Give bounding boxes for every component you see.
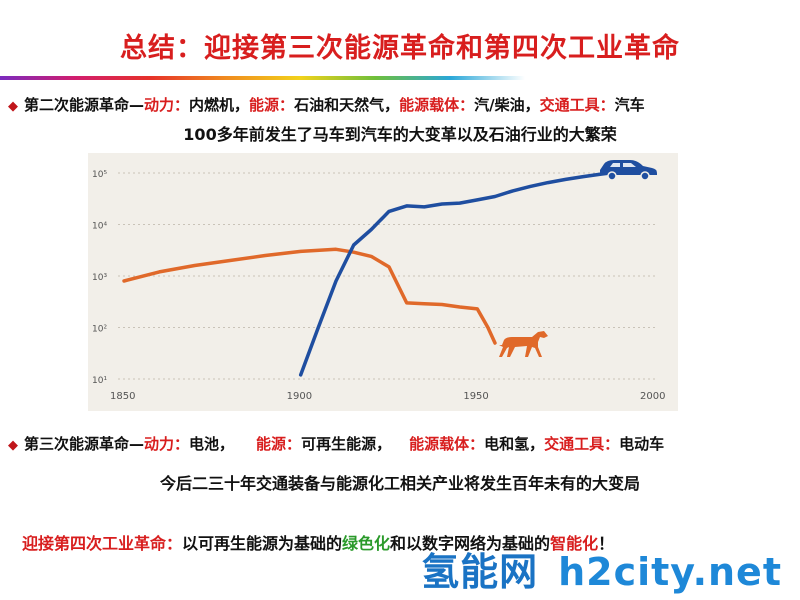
y-tick-label: 10⁴ — [92, 222, 107, 232]
y-tick-label: 10⁵ — [92, 170, 107, 180]
page-title: 总结：迎接第三次能源革命和第四次工业革命 — [120, 33, 680, 64]
third-carrier: 电和氢， — [484, 435, 545, 453]
y-tick-label: 10¹ — [92, 376, 107, 386]
second-revolution-line: ◆ 第二次能源革命—动力：内燃机，能源：石油和天然气，能源载体：汽/柴油，交通工具… — [8, 94, 645, 115]
rainbow-divider — [0, 76, 525, 80]
third-revolution-summary: 今后二三十年交通装备与能源化工相关产业将发生百年未有的大变局 — [159, 474, 640, 493]
x-tick-label: 1850 — [110, 391, 135, 402]
watermark: 氢能网 h2city.net — [421, 541, 782, 596]
closing-part2: 和以数字网络为基础的 — [390, 534, 551, 553]
chart: 10¹ 10² 10³ 10⁴ 10⁵ 1850 1900 1950 2000 — [92, 160, 665, 402]
x-tick-label: 1950 — [463, 391, 488, 402]
third-power: 电池， — [189, 435, 235, 453]
chart-panel: 10¹ 10² 10³ 10⁴ 10⁵ 1850 1900 1950 2000 — [88, 153, 678, 411]
third-power-label: 动力： — [144, 435, 190, 453]
closing-suffix: ！ — [598, 534, 615, 553]
watermark-en: h2city.net — [558, 550, 782, 594]
car-series-line — [298, 170, 621, 377]
x-tick-label: 1900 — [287, 391, 312, 402]
third-energy: 可再生能源， — [301, 435, 392, 453]
second-energy-label: 能源： — [249, 96, 295, 114]
diamond-bullet-icon: ◆ — [8, 438, 18, 453]
diamond-bullet-icon: ◆ — [8, 99, 18, 114]
car-icon — [600, 160, 657, 181]
third-carrier-label: 能源载体： — [409, 435, 485, 453]
watermark-cn: 氢能网 — [421, 550, 539, 594]
y-tick-label: 10² — [92, 325, 107, 335]
horse-icon — [499, 331, 548, 357]
third-energy-label: 能源： — [256, 435, 302, 453]
closing-statement: 迎接第四次工业革命：以可再生能源为基础的绿色化和以数字网络为基础的智能化！ — [22, 530, 614, 554]
second-revolution-summary: 100多年前发生了马车到汽车的大变革以及石油行业的大繁荣 — [183, 125, 617, 144]
third-revolution-name: 第三次能源革命— — [24, 435, 145, 453]
second-carrier-label: 能源载体： — [399, 96, 475, 114]
closing-green: 绿色化 — [342, 534, 391, 553]
x-tick-label: 2000 — [640, 391, 665, 402]
second-energy: 石油和天然气， — [294, 96, 400, 114]
second-power: 内燃机， — [189, 96, 250, 114]
closing-smart: 智能化 — [550, 534, 599, 553]
second-revolution-name: 第二次能源革命— — [24, 96, 145, 114]
third-transport-label: 交通工具： — [544, 435, 620, 453]
third-transport: 电动车 — [619, 435, 665, 453]
second-carrier: 汽/柴油， — [474, 96, 540, 114]
closing-prefix: 迎接第四次工业革命： — [22, 534, 183, 553]
second-transport-label: 交通工具： — [539, 96, 615, 114]
y-tick-label: 10³ — [92, 273, 107, 283]
closing-part1: 以可再生能源为基础的 — [182, 534, 343, 553]
second-power-label: 动力： — [144, 96, 190, 114]
second-transport: 汽车 — [614, 96, 645, 114]
horse-series-line — [122, 247, 497, 345]
third-revolution-line: ◆ 第三次能源革命—动力：电池， 能源：可再生能源， 能源载体：电和氢，交通工具：电动… — [8, 433, 664, 454]
